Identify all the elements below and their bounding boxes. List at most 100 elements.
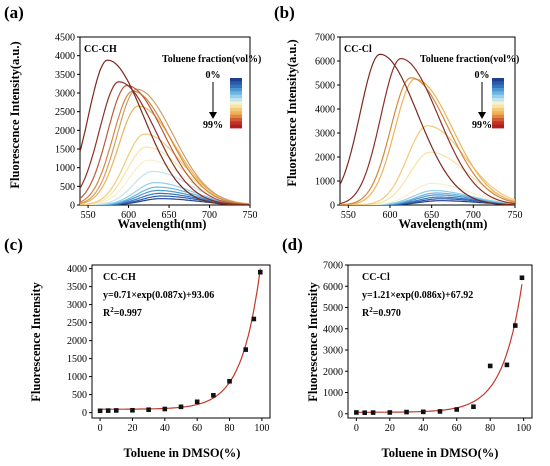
panel-c-data-point [227, 378, 232, 384]
panel-b-legend-bottom: 99% [472, 120, 492, 131]
panel-c-data-point [257, 269, 263, 275]
panel-a-ytick-label: 1500 [55, 145, 75, 156]
panel-a-colorbar-swatch [230, 91, 242, 96]
panel-d-ytick-label: 5000 [323, 303, 343, 314]
panel-b-legend-title: Toluene fraction(vol%) [420, 54, 519, 65]
panel-c-xlabel: Toluene in DMSO(%) [124, 446, 241, 460]
panel-b-xlabel: Wavelength(nm) [399, 217, 488, 231]
panel-b-colorbar-swatch [492, 124, 504, 129]
panel-b-legend-arrowhead-icon [478, 112, 486, 119]
panel-b-ytick-label: 7000 [315, 33, 335, 44]
panel-b-series-line-8 [340, 151, 515, 205]
panel-a-legend-top: 0% [206, 70, 221, 81]
panel-c-ytick-label: 2000 [67, 336, 87, 347]
panel-a-colorbar-swatch [230, 88, 242, 92]
panel-d-ytick-label: 3000 [323, 346, 343, 357]
panel-c-frame [91, 264, 271, 419]
panel-a-series-line-14 [80, 84, 250, 205]
panel-a-xtick-label: 750 [243, 210, 258, 221]
panel-d-sample-label: CC-Cl [362, 272, 390, 283]
panel-b-series-line-12 [340, 57, 515, 205]
panel-a-colorbar-swatch [230, 101, 242, 106]
panel-a-ytick-label: 500 [60, 182, 75, 193]
panel-a-colorbar-swatch [230, 114, 242, 119]
panel-a: (a) Fluorescence Intensity(a.u.) Wavelen… [4, 3, 261, 231]
panel-c-data-point [194, 399, 200, 405]
panel-a-colorbar-swatch [230, 124, 242, 129]
panel-b-xtick-label: 600 [383, 210, 398, 221]
panel-c-ytick-label: 3500 [67, 282, 87, 293]
panel-a-xtick-label: 600 [121, 210, 136, 221]
panel-b-colorbar-swatch [492, 114, 504, 119]
panel-c-sample-label: CC-CH [103, 272, 136, 283]
panel-b-colorbar-swatch [492, 78, 504, 82]
panel-b-colorbar-swatch [492, 104, 504, 109]
panel-b-ylabel: Fluorescence Intensity(a.u.) [285, 39, 299, 186]
panel-c-ytick-label: 3000 [67, 300, 87, 311]
panel-b-series-line-10 [340, 78, 515, 205]
panel-d: (d) Fluorescence Intensity Toluene in DM… [282, 235, 533, 460]
panel-a-colorbar-swatch [230, 121, 242, 126]
panel-a-legend-bottom: 99% [203, 120, 223, 131]
panel-a-series-group [80, 59, 250, 205]
panel-a-series-line-16 [80, 59, 250, 205]
panel-a-ytick-label: 4500 [55, 33, 75, 44]
panel-b-colorbar-swatch [492, 81, 504, 86]
panel-a-ytick-label: 0 [70, 201, 75, 212]
panel-d-data-point [404, 409, 409, 415]
panel-c-xtick-label: 40 [160, 423, 170, 434]
panel-d-equation: y=1.21×exp(0.086x)+67.92 [362, 290, 473, 301]
panel-c-data-point [146, 407, 151, 413]
panel-b-ytick-label: 4000 [315, 105, 335, 116]
panel-c-xtick-label: 60 [192, 423, 202, 434]
panel-b-xtick-label: 700 [466, 210, 481, 221]
panel-b-colorbar-swatch [492, 101, 504, 106]
panel-b-series-line-4 [340, 194, 515, 205]
panel-d-label: (d) [282, 235, 303, 254]
panel-c-data-point [105, 408, 111, 413]
panel-d-data-point [362, 410, 368, 415]
panel-a-colorbar-swatch [230, 104, 242, 109]
panel-b-plot: 550 600 650 700 750 0 1000 2000 3000 4000 5000 6000… [315, 33, 523, 222]
panel-a-series-line-13 [80, 90, 250, 205]
panel-a-ytick-label: 3500 [55, 70, 75, 81]
panel-b-legend-top: 0% [475, 70, 490, 81]
panel-c-data-point [113, 408, 119, 413]
panel-a-colorbar-swatch [230, 78, 242, 82]
panel-d-xlabel: Toluene in DMSO(%) [382, 446, 499, 460]
panel-c-data-point [130, 407, 135, 413]
panel-c-equation: y=0.71×exp(0.087x)+93.06 [103, 290, 214, 301]
panel-d-data-point [354, 410, 359, 415]
panel-d-ytick-label: 2000 [323, 367, 343, 378]
panel-a-series-line-12 [80, 88, 250, 205]
panel-a-ylabel: Fluorescence Intensity(a.u.) [8, 41, 22, 188]
panel-d-data-point [454, 407, 460, 412]
panel-c-r2: R2=0.997 [103, 306, 142, 319]
panel-a-ytick-label: 3000 [55, 89, 75, 100]
panel-c-data-point [243, 347, 249, 352]
panel-c-ytick-label: 1500 [67, 354, 87, 365]
panel-c-data-point [178, 404, 184, 410]
panel-d-data-point [370, 410, 376, 415]
panel-a-xtick-label: 650 [162, 210, 177, 221]
panel-a-ytick-label: 4000 [55, 51, 75, 62]
panel-b-ytick-label: 6000 [315, 57, 335, 68]
panel-b-xtick-label: 550 [341, 210, 356, 221]
panel-a-colorbar-swatch [230, 118, 242, 122]
panel-c-data-point [97, 408, 103, 414]
panel-b-xtick-label: 650 [424, 210, 439, 221]
panel-d-data-point [471, 404, 476, 410]
panel-a-series-line-15 [80, 81, 250, 205]
panel-a-ytick-label: 2000 [55, 126, 75, 137]
panel-b-series-line-11 [340, 77, 515, 205]
panel-c-ylabel: Fluorescence Intensity [29, 281, 43, 401]
panel-d-ytick-label: 7000 [323, 261, 343, 272]
panel-b-series-group [340, 53, 515, 205]
panel-b-colorbar-swatch [492, 94, 504, 99]
panel-a-colorbar-swatch [230, 84, 242, 89]
panel-c-data-point [251, 316, 257, 322]
panel-c-ytick-label: 1000 [67, 372, 87, 383]
panel-a-colorbar-swatch [230, 108, 242, 112]
panel-d-xtick-label: 0 [354, 423, 359, 434]
panel-a-legend-title: Toluene fraction(vol%) [162, 54, 261, 65]
